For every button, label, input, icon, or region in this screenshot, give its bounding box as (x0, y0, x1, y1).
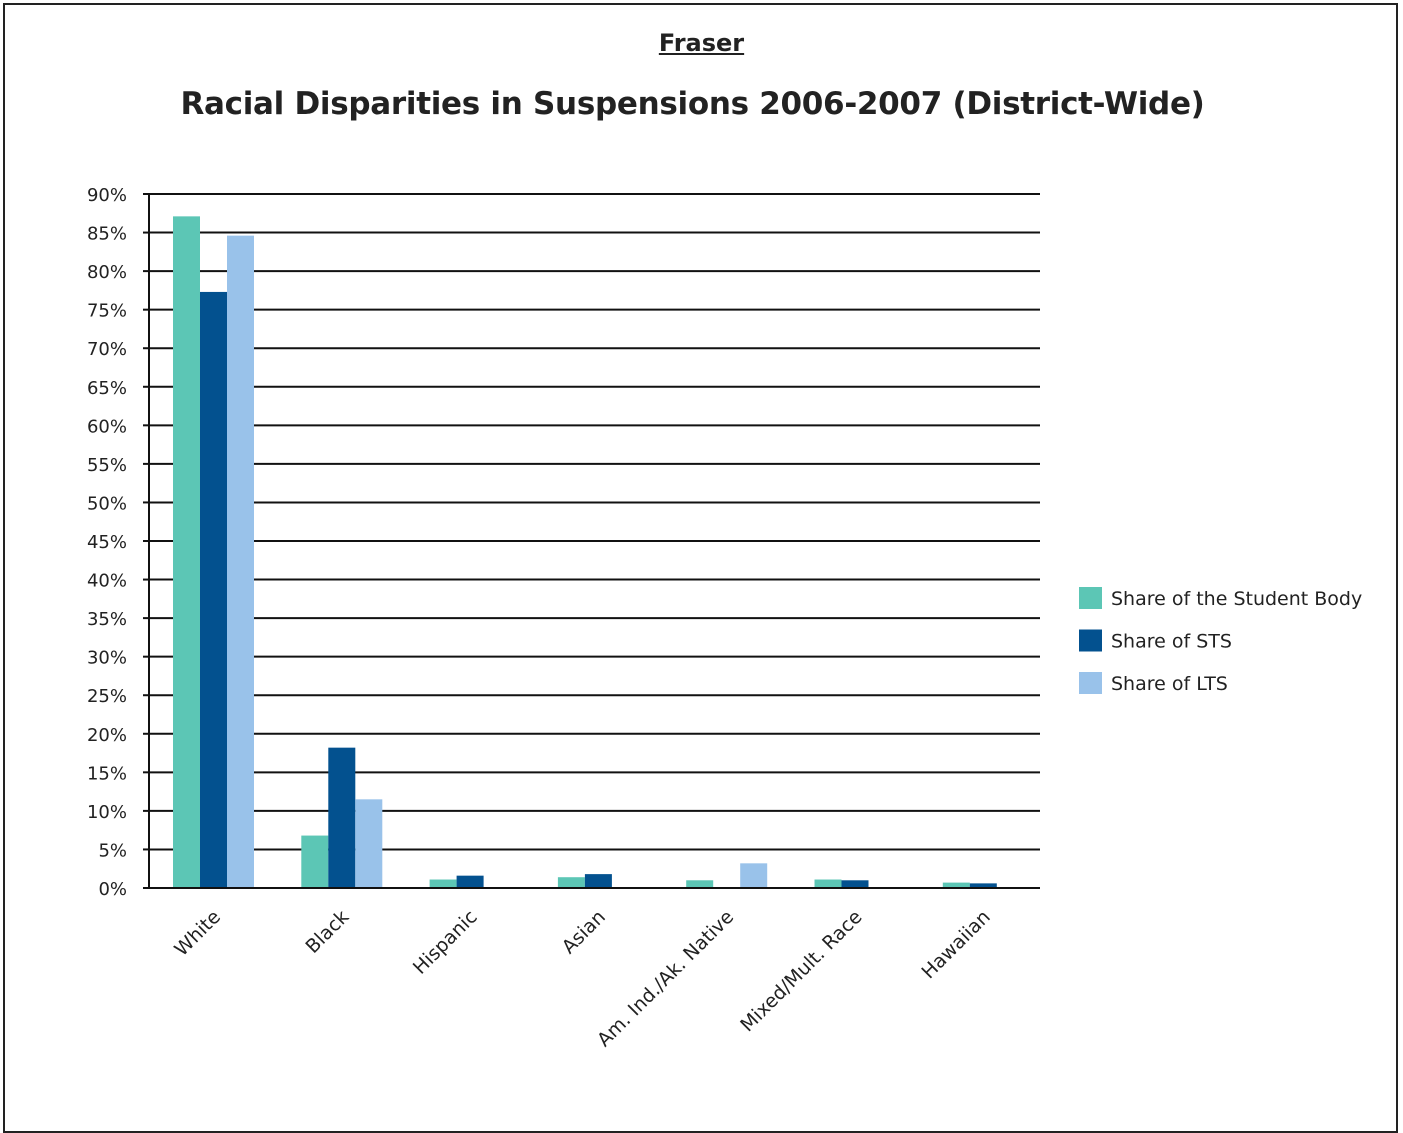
bar (227, 235, 254, 888)
y-tick-label: 70% (87, 339, 127, 360)
bar (456, 875, 484, 888)
bar (328, 747, 356, 888)
y-tick-label: 65% (87, 378, 127, 399)
y-tick-label: 15% (87, 763, 127, 784)
y-tick-label: 80% (87, 262, 127, 283)
legend-label: Share of LTS (1111, 673, 1228, 695)
legend-label: Share of the Student Body (1111, 588, 1362, 610)
y-tick-label: 25% (87, 686, 127, 707)
y-tick-label: 75% (87, 301, 127, 322)
bar (841, 880, 869, 888)
bar (584, 874, 612, 888)
legend-swatch (1079, 629, 1102, 652)
y-tick-label: 30% (87, 648, 127, 669)
category-label: White (170, 906, 225, 961)
y-tick-label: 40% (87, 571, 127, 592)
category-label: Hawaiian (918, 906, 995, 983)
y-tick-label: 20% (87, 725, 127, 746)
y-tick-label: 50% (87, 493, 127, 514)
chart-title: Racial Disparities in Suspensions 2006-2… (180, 86, 1205, 122)
y-tick-label: 10% (87, 802, 127, 823)
y-tick-label: 90% (87, 185, 127, 206)
category-label: Hispanic (409, 906, 482, 979)
bar (814, 879, 842, 888)
category-label: Mixed/Mult. Race (736, 906, 866, 1036)
bar (355, 799, 383, 888)
bar (557, 877, 585, 888)
bar (200, 291, 227, 888)
gridlines (143, 193, 1040, 889)
legend: Share of the Student Body Share of STS Sha… (1079, 587, 1362, 695)
y-tick-label: 35% (87, 609, 127, 630)
bar (740, 863, 768, 888)
bar (686, 880, 714, 888)
chart-subtitle: Fraser (658, 29, 745, 57)
y-tick-label: 85% (87, 224, 127, 245)
legend-swatch (1079, 587, 1102, 609)
y-tick-label: 0% (98, 879, 127, 900)
category-label: Asian (558, 906, 610, 958)
y-tick-label: 5% (98, 840, 127, 861)
y-tick-label: 55% (87, 455, 127, 476)
bar (429, 879, 457, 888)
y-tick-label: 60% (87, 416, 127, 437)
legend-label: Share of STS (1111, 631, 1232, 653)
legend-swatch (1079, 672, 1102, 694)
y-tick-label: 45% (87, 532, 127, 553)
bar (173, 216, 200, 888)
y-axis-tick-labels: 0% 5% 10% 15% 20% 25% 30% 35% 40% 45% 50% 55% 60% 65%… (87, 185, 127, 900)
bar (942, 882, 970, 888)
category-label: Am. Ind./Ak. Native (593, 906, 738, 1051)
category-label: Black (301, 906, 353, 958)
bar (969, 883, 997, 888)
bars (173, 216, 997, 888)
axes (143, 194, 1040, 889)
bar (301, 835, 329, 888)
